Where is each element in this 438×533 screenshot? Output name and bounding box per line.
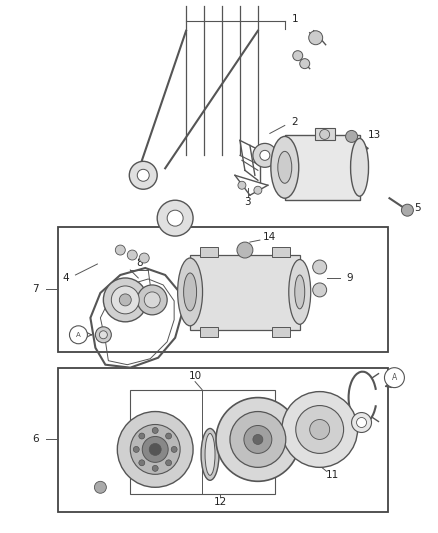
Circle shape (152, 465, 158, 471)
Bar (57, 368, 389, 512)
Circle shape (230, 411, 286, 467)
Text: 9: 9 (346, 273, 353, 283)
Circle shape (166, 460, 172, 466)
Ellipse shape (178, 258, 202, 326)
Circle shape (137, 285, 167, 315)
Bar (200, 247, 218, 257)
Bar (130, 390, 275, 494)
Ellipse shape (289, 260, 311, 324)
Text: 10: 10 (188, 370, 201, 381)
Circle shape (260, 150, 270, 160)
Circle shape (133, 447, 139, 453)
Circle shape (282, 392, 357, 467)
Circle shape (313, 260, 327, 274)
Text: A: A (76, 332, 81, 338)
Circle shape (139, 460, 145, 466)
Circle shape (139, 253, 149, 263)
Circle shape (300, 59, 310, 69)
Ellipse shape (201, 429, 219, 480)
Circle shape (320, 130, 330, 140)
Bar (200, 327, 218, 337)
Circle shape (119, 294, 131, 306)
Circle shape (149, 443, 161, 455)
Bar (272, 327, 290, 337)
Circle shape (130, 424, 180, 474)
Circle shape (152, 427, 158, 433)
Text: 5: 5 (414, 203, 420, 213)
Bar (57, 227, 389, 352)
Circle shape (95, 481, 106, 493)
Ellipse shape (205, 433, 215, 475)
Text: 1: 1 (291, 14, 298, 24)
Circle shape (357, 417, 367, 427)
Circle shape (171, 447, 177, 453)
Circle shape (346, 131, 357, 142)
Circle shape (352, 413, 371, 432)
Bar (190, 255, 300, 330)
Bar (285, 135, 360, 200)
Ellipse shape (271, 136, 299, 198)
Circle shape (253, 143, 277, 167)
Circle shape (254, 186, 262, 194)
Circle shape (253, 434, 263, 445)
Text: 7: 7 (32, 284, 39, 294)
Circle shape (115, 245, 125, 255)
Circle shape (111, 286, 139, 314)
Circle shape (117, 411, 193, 487)
Text: 11: 11 (326, 470, 339, 480)
Ellipse shape (278, 151, 292, 183)
Circle shape (139, 433, 145, 439)
Bar (272, 247, 290, 257)
Circle shape (296, 406, 343, 454)
Circle shape (157, 200, 193, 236)
Circle shape (244, 425, 272, 454)
Circle shape (238, 181, 246, 189)
Bar (314, 128, 335, 140)
Circle shape (216, 398, 300, 481)
Circle shape (99, 331, 107, 339)
Circle shape (127, 250, 137, 260)
Ellipse shape (350, 139, 368, 196)
Circle shape (129, 161, 157, 189)
Text: 12: 12 (213, 497, 226, 507)
Circle shape (103, 278, 147, 322)
Text: 3: 3 (244, 197, 251, 207)
Text: 13: 13 (368, 131, 381, 140)
Ellipse shape (184, 273, 197, 311)
Circle shape (142, 437, 168, 462)
Circle shape (70, 326, 88, 344)
Circle shape (385, 368, 404, 387)
Circle shape (137, 169, 149, 181)
Circle shape (144, 292, 160, 308)
Text: 6: 6 (32, 434, 39, 445)
Circle shape (167, 210, 183, 226)
Text: 8: 8 (136, 258, 142, 268)
Circle shape (313, 283, 327, 297)
Circle shape (309, 31, 323, 45)
Ellipse shape (295, 275, 305, 309)
Text: 4: 4 (62, 273, 69, 283)
Text: 2: 2 (291, 117, 298, 127)
Text: 14: 14 (263, 232, 276, 242)
Circle shape (310, 419, 330, 439)
Circle shape (401, 204, 413, 216)
Circle shape (95, 327, 111, 343)
Circle shape (293, 51, 303, 61)
Circle shape (166, 433, 172, 439)
Text: A: A (392, 373, 397, 382)
Circle shape (237, 242, 253, 258)
